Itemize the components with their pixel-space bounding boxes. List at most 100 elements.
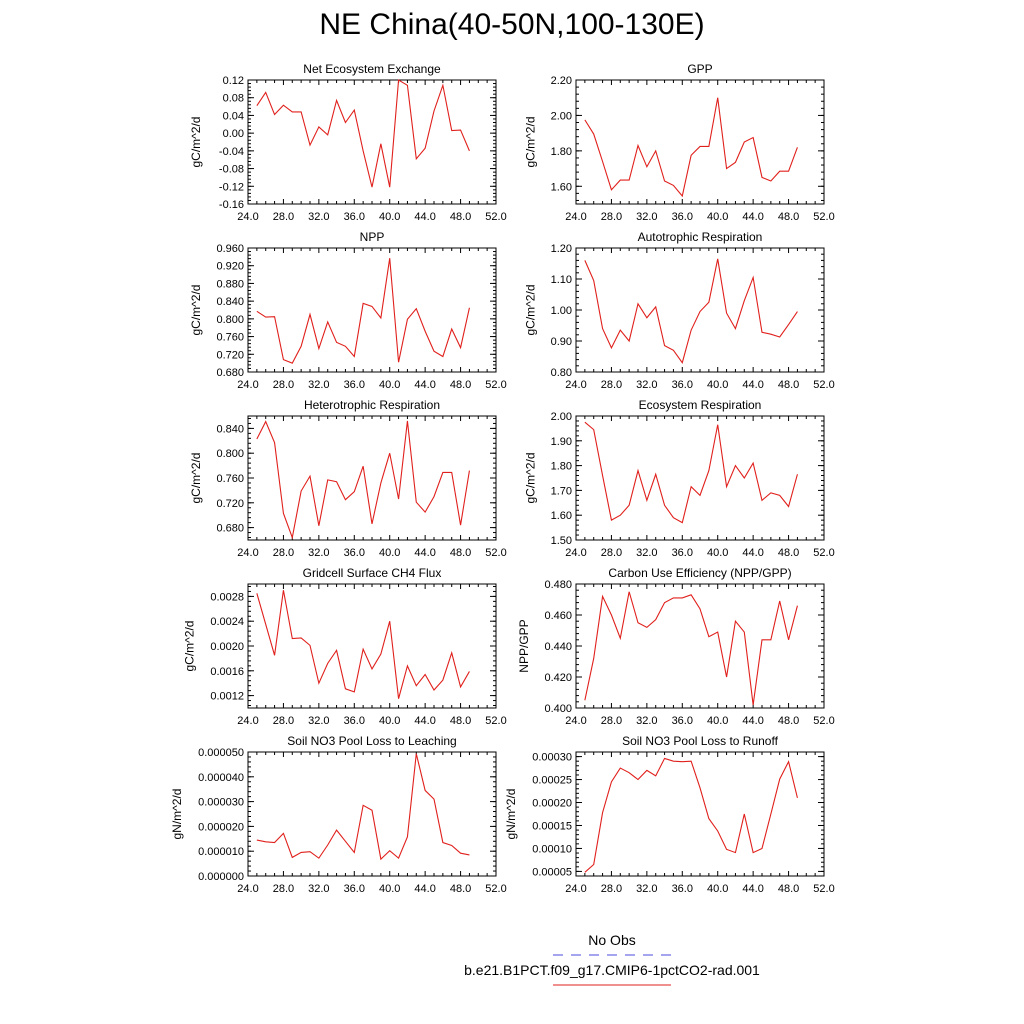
x-tick-label: 36.0 <box>672 379 693 391</box>
x-tick-label: 52.0 <box>485 547 506 559</box>
x-tick-label: 44.0 <box>414 379 435 391</box>
x-tick-label: 32.0 <box>308 211 329 223</box>
y-tick-label: 0.0024 <box>210 616 244 628</box>
x-tick-label: 52.0 <box>813 547 834 559</box>
x-tick-label: 40.0 <box>379 715 400 727</box>
y-tick-label: 1.10 <box>551 274 572 286</box>
series-line <box>256 753 470 861</box>
panel-npp: NPP 24.0 28.0 32.0 36.0 40.0 44.0 48.0 52.0 0.680… <box>189 230 507 391</box>
y-tick-label: 0.720 <box>216 498 244 510</box>
y-tick-label: 0.04 <box>223 110 244 122</box>
x-tick-label: 36.0 <box>344 211 365 223</box>
panel-title: Autotrophic Respiration <box>638 230 763 244</box>
y-tick-label: 0.840 <box>216 423 244 435</box>
y-tick-label: 0.400 <box>544 703 572 715</box>
x-tick-label: 32.0 <box>636 379 657 391</box>
x-tick-label: 48.0 <box>450 211 471 223</box>
y-tick-label: 0.880 <box>216 278 244 290</box>
x-tick-label: 52.0 <box>485 211 506 223</box>
y-tick-label: 1.80 <box>551 146 572 158</box>
y-axis-label: gC/m^2/d <box>189 453 203 504</box>
x-tick-label: 28.0 <box>601 379 622 391</box>
x-tick-label: 44.0 <box>742 547 763 559</box>
y-axis-label: gN/m^2/d <box>504 789 518 840</box>
panel-title: Soil NO3 Pool Loss to Runoff <box>622 734 779 748</box>
x-tick-label: 48.0 <box>450 547 471 559</box>
y-tick-label: 2.00 <box>551 110 572 122</box>
figure-title: NE China(40-50N,100-130E) <box>319 8 705 41</box>
y-tick-label: 0.000050 <box>198 747 244 759</box>
series-line <box>584 97 798 198</box>
x-tick-label: 36.0 <box>344 883 365 895</box>
y-axis-label: gC/m^2/d <box>189 117 203 168</box>
x-tick-label: 28.0 <box>273 883 294 895</box>
x-tick-label: 36.0 <box>344 379 365 391</box>
panel-title: Heterotrophic Respiration <box>304 398 440 412</box>
panel-title: NPP <box>360 230 385 244</box>
series-line <box>256 79 470 188</box>
x-tick-label: 28.0 <box>601 715 622 727</box>
series-line <box>584 421 798 524</box>
y-tick-label: 1.60 <box>551 181 572 193</box>
plot-frame <box>575 79 825 205</box>
y-tick-label: -0.16 <box>219 199 244 211</box>
x-tick-label: 32.0 <box>308 547 329 559</box>
panel-title: Carbon Use Efficiency (NPP/GPP) <box>608 566 791 580</box>
x-tick-label: 28.0 <box>601 211 622 223</box>
x-tick-label: 32.0 <box>636 547 657 559</box>
x-tick-label: 40.0 <box>379 211 400 223</box>
panel-title: Net Ecosystem Exchange <box>303 62 441 76</box>
y-tick-label: 0.000020 <box>198 821 244 833</box>
y-tick-label: 1.00 <box>551 305 572 317</box>
x-tick-label: 32.0 <box>308 883 329 895</box>
x-tick-label: 40.0 <box>707 379 728 391</box>
y-tick-label: 1.80 <box>551 461 572 473</box>
panel-title: Gridcell Surface CH4 Flux <box>303 566 442 580</box>
y-tick-label: 0.000000 <box>198 871 244 883</box>
y-axis-label: gN/m^2/d <box>170 789 184 840</box>
x-tick-label: 28.0 <box>601 547 622 559</box>
y-tick-label: 0.840 <box>216 296 244 308</box>
x-tick-label: 44.0 <box>742 715 763 727</box>
y-tick-label: 1.50 <box>551 535 572 547</box>
y-tick-label: 0.00020 <box>532 798 572 810</box>
y-tick-label: 0.000040 <box>198 772 244 784</box>
x-tick-label: 24.0 <box>565 883 586 895</box>
legend-label-model-run: b.e21.B1PCT.f09_g17.CMIP6-1pctCO2-rad.00… <box>464 962 760 978</box>
x-tick-label: 28.0 <box>273 547 294 559</box>
x-tick-label: 24.0 <box>237 211 258 223</box>
plot-frame <box>575 247 825 373</box>
y-tick-label: 0.0012 <box>210 691 244 703</box>
x-tick-label: 28.0 <box>273 715 294 727</box>
y-tick-label: 0.720 <box>216 349 244 361</box>
x-tick-label: 32.0 <box>636 715 657 727</box>
y-tick-label: 0.80 <box>551 367 572 379</box>
y-axis-label: gC/m^2/d <box>523 285 537 336</box>
y-tick-label: 0.12 <box>223 75 244 87</box>
y-tick-label: 0.680 <box>216 367 244 379</box>
y-tick-label: 0.00030 <box>532 752 572 764</box>
y-tick-label: 0.0028 <box>210 591 244 603</box>
y-tick-label: 0.800 <box>216 448 244 460</box>
y-tick-label: 0.440 <box>544 641 572 653</box>
x-tick-label: 52.0 <box>485 883 506 895</box>
x-tick-label: 52.0 <box>813 211 834 223</box>
panel-soil-no3-pool-loss-to-runoff: Soil NO3 Pool Loss to Runoff 24.0 28.0 32.0… <box>504 734 835 895</box>
series-line <box>584 591 798 705</box>
legend-label-no-obs: No Obs <box>588 932 636 948</box>
y-tick-label: 0.00025 <box>532 775 572 787</box>
y-tick-label: 1.60 <box>551 510 572 522</box>
x-tick-label: 24.0 <box>237 883 258 895</box>
x-tick-label: 48.0 <box>450 715 471 727</box>
y-tick-label: 0.0020 <box>210 641 244 653</box>
series-line <box>256 258 470 364</box>
x-tick-label: 36.0 <box>672 547 693 559</box>
x-tick-label: 40.0 <box>379 547 400 559</box>
y-tick-label: 2.00 <box>551 411 572 423</box>
panel-gridcell-surface-ch4-flux: Gridcell Surface CH4 Flux 24.0 28.0 32.0 36.… <box>183 566 507 727</box>
x-tick-label: 36.0 <box>672 715 693 727</box>
x-tick-label: 44.0 <box>742 883 763 895</box>
y-tick-label: 0.480 <box>544 579 572 591</box>
panel-heterotrophic-respiration: Heterotrophic Respiration 24.0 28.0 32.0 36.… <box>189 398 507 559</box>
y-tick-label: 0.920 <box>216 261 244 273</box>
